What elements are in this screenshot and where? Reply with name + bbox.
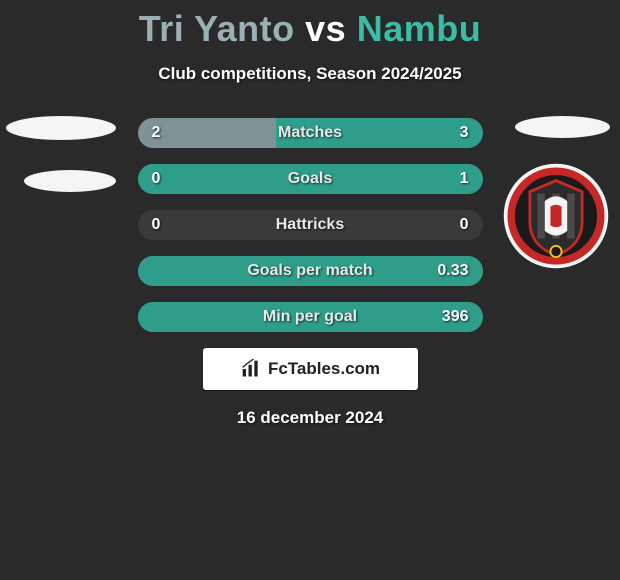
player1-photo-placeholder (6, 116, 116, 140)
stat-row: Goals per match0.33 (138, 256, 483, 286)
stat-value-right: 396 (442, 302, 469, 332)
comparison-title: Tri Yanto vs Nambu (0, 0, 620, 50)
stat-row: Min per goal396 (138, 302, 483, 332)
watermark-text: FcTables.com (268, 359, 380, 379)
stat-rows: 2Matches30Goals10Hattricks0Goals per mat… (138, 118, 483, 332)
stat-value-right: 1 (460, 164, 469, 194)
stat-row: 2Matches3 (138, 118, 483, 148)
stats-area: 2Matches30Goals10Hattricks0Goals per mat… (0, 118, 620, 332)
stat-value-right: 3 (460, 118, 469, 148)
stat-label: Min per goal (138, 302, 483, 332)
player1-name: Tri Yanto (139, 8, 295, 49)
stat-label: Goals per match (138, 256, 483, 286)
player2-club-crest (500, 160, 612, 272)
player2-photo-placeholder (515, 116, 610, 138)
stat-label: Matches (138, 118, 483, 148)
stat-value-right: 0.33 (437, 256, 468, 286)
stat-label: Goals (138, 164, 483, 194)
subtitle: Club competitions, Season 2024/2025 (0, 64, 620, 84)
bar-chart-icon (240, 359, 262, 379)
player1-club-placeholder (24, 170, 116, 192)
vs-text: vs (305, 8, 346, 49)
stat-row: 0Hattricks0 (138, 210, 483, 240)
watermark[interactable]: FcTables.com (203, 348, 418, 390)
stat-label: Hattricks (138, 210, 483, 240)
stat-value-right: 0 (460, 210, 469, 240)
date: 16 december 2024 (0, 408, 620, 428)
stat-row: 0Goals1 (138, 164, 483, 194)
shield-crest-icon (500, 160, 612, 272)
player2-name: Nambu (357, 8, 482, 49)
